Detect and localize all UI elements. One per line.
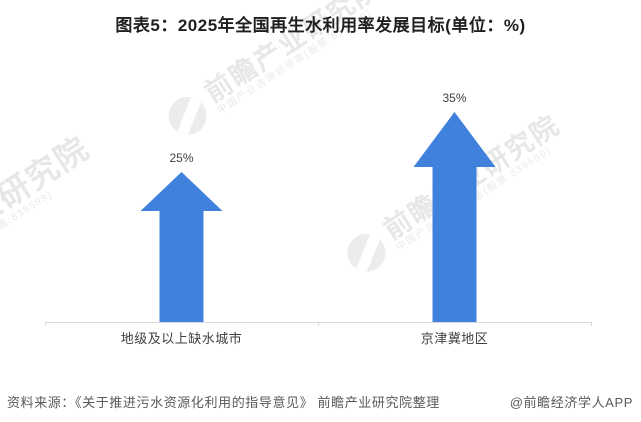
arrow-bar: [413, 112, 496, 322]
axis-tick: [591, 322, 592, 326]
data-label-left: 25%: [169, 151, 194, 165]
chart-title: 图表5：2025年全国再生水利用率发展目标(单位：%): [115, 16, 526, 35]
credit-note: @前瞻经济学人APP: [509, 395, 633, 410]
source-note: 资料来源：《关于推进污水资源化利用的指导意见》 前瞻产业研究院整理: [7, 395, 440, 410]
category-label-right: 京津冀地区: [420, 331, 489, 346]
category-label-left: 地级及以上缺水城市: [120, 331, 243, 346]
axis-tick: [318, 322, 319, 326]
arrow-bar: [140, 172, 223, 322]
axis-tick: [45, 322, 46, 326]
data-label-right: 35%: [442, 91, 467, 105]
